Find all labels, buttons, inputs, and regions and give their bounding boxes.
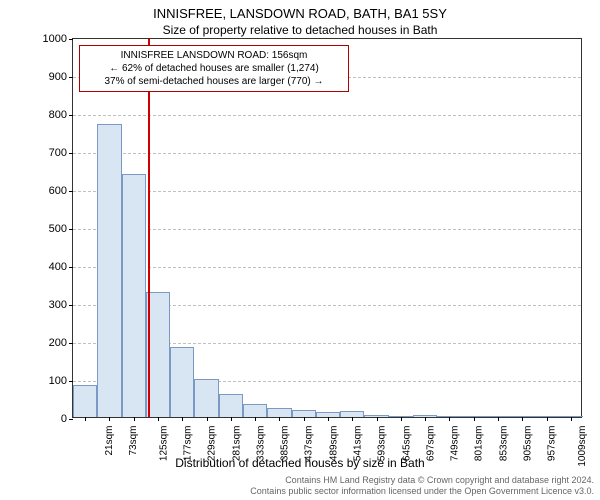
x-tick-mark <box>279 417 280 421</box>
x-tick-mark <box>352 417 353 421</box>
annotation-line: ← 62% of detached houses are smaller (1,… <box>86 62 342 75</box>
x-tick-mark <box>109 417 110 421</box>
y-tick-label: 100 <box>33 375 73 387</box>
annotation-box: INNISFREE LANSDOWN ROAD: 156sqm← 62% of … <box>79 45 349 92</box>
x-tick-mark <box>522 417 523 421</box>
histogram-bar <box>73 385 97 417</box>
reference-line <box>148 39 150 417</box>
x-tick-mark <box>547 417 548 421</box>
chart-plot-area: 0100200300400500600700800900100021sqm73s… <box>72 38 582 418</box>
footer-line-2: Contains public sector information licen… <box>250 486 594 497</box>
y-tick-mark <box>69 191 73 192</box>
x-tick-mark <box>401 417 402 421</box>
x-tick-mark <box>134 417 135 421</box>
y-tick-label: 300 <box>33 299 73 311</box>
annotation-line: 37% of semi-detached houses are larger (… <box>86 75 342 88</box>
x-tick-mark <box>255 417 256 421</box>
x-tick-mark <box>571 417 572 421</box>
y-tick-mark <box>69 153 73 154</box>
y-tick-label: 1000 <box>33 33 73 45</box>
y-tick-label: 0 <box>33 413 73 425</box>
footer-line-1: Contains HM Land Registry data © Crown c… <box>250 475 594 486</box>
chart-title-sub: Size of property relative to detached ho… <box>0 21 600 37</box>
y-tick-label: 500 <box>33 223 73 235</box>
y-tick-mark <box>69 381 73 382</box>
x-tick-mark <box>231 417 232 421</box>
histogram-bar <box>243 404 267 417</box>
x-tick-mark <box>85 417 86 421</box>
y-tick-mark <box>69 77 73 78</box>
y-tick-mark <box>69 229 73 230</box>
histogram-bar <box>122 174 146 417</box>
histogram-bar <box>170 347 194 417</box>
x-tick-mark <box>498 417 499 421</box>
footer-credits: Contains HM Land Registry data © Crown c… <box>250 475 594 497</box>
x-tick-mark <box>449 417 450 421</box>
y-tick-label: 700 <box>33 147 73 159</box>
y-tick-mark <box>69 267 73 268</box>
x-tick-mark <box>425 417 426 421</box>
x-tick-mark <box>207 417 208 421</box>
y-tick-label: 600 <box>33 185 73 197</box>
histogram-bar <box>292 410 316 417</box>
y-tick-mark <box>69 419 73 420</box>
x-tick-mark <box>182 417 183 421</box>
chart-title-main: INNISFREE, LANSDOWN ROAD, BATH, BA1 5SY <box>0 0 600 21</box>
x-tick-label: 73sqm <box>128 426 139 456</box>
x-tick-mark <box>474 417 475 421</box>
y-tick-mark <box>69 39 73 40</box>
histogram-bar <box>97 124 121 417</box>
y-tick-label: 800 <box>33 109 73 121</box>
x-tick-mark <box>158 417 159 421</box>
y-tick-label: 400 <box>33 261 73 273</box>
y-tick-mark <box>69 305 73 306</box>
y-tick-mark <box>69 343 73 344</box>
y-tick-mark <box>69 115 73 116</box>
x-tick-mark <box>328 417 329 421</box>
x-tick-mark <box>304 417 305 421</box>
histogram-bar <box>267 408 291 418</box>
x-axis-label: Distribution of detached houses by size … <box>0 456 600 470</box>
histogram-bar <box>194 379 218 417</box>
y-tick-label: 200 <box>33 337 73 349</box>
annotation-line: INNISFREE LANSDOWN ROAD: 156sqm <box>86 49 342 62</box>
x-tick-label: 21sqm <box>104 426 115 456</box>
y-tick-label: 900 <box>33 71 73 83</box>
histogram-bar <box>219 394 243 417</box>
x-tick-mark <box>377 417 378 421</box>
